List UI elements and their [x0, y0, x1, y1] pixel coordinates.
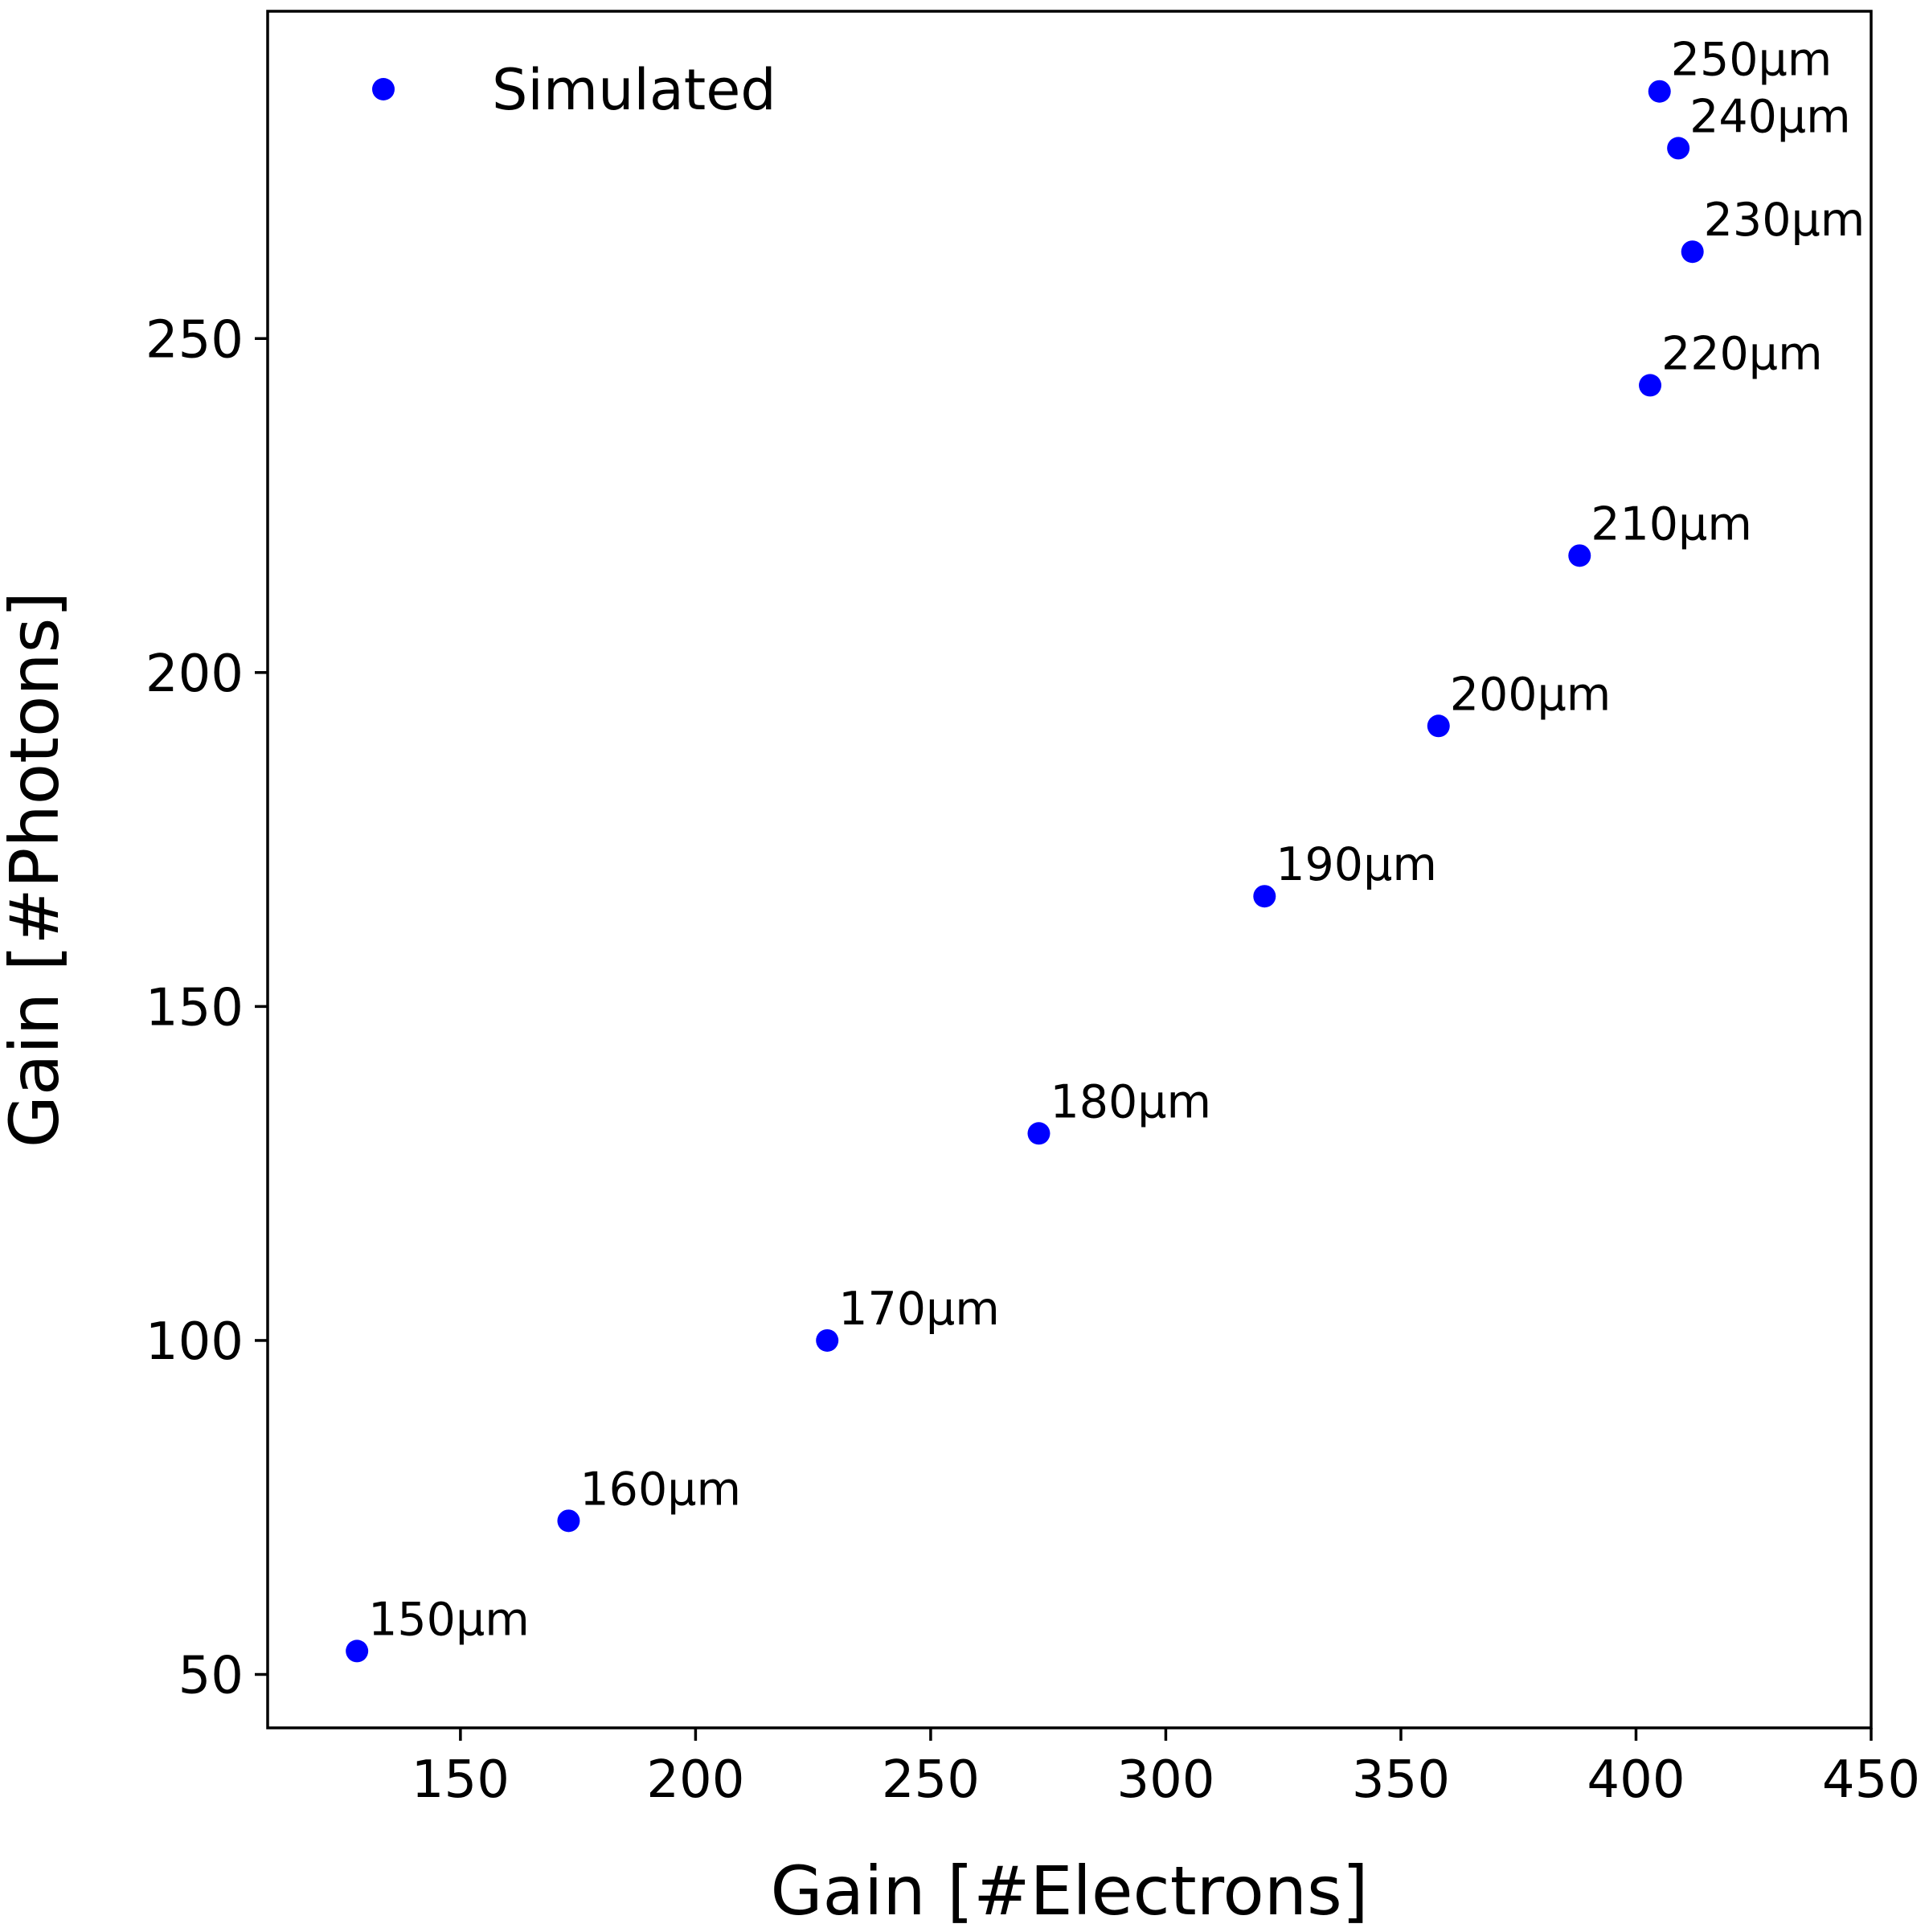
x-tick-label: 200 [646, 1750, 744, 1810]
x-tick-label: 400 [1587, 1750, 1685, 1810]
plot-layer: 150µm 160µm 170µm 180µm 190µm 200µm 210µm 220µm… [346, 34, 1865, 1663]
plot-frame [266, 10, 1873, 1729]
y-tick-label: 200 [145, 645, 244, 704]
data-point [1027, 1122, 1051, 1145]
legend: Simulated [372, 57, 776, 123]
x-axis-label: Gain [#Electrons] [770, 1852, 1368, 1929]
data-point [1568, 544, 1591, 567]
data-label: 250µm [1671, 34, 1833, 87]
axes-layer: 150 200 250 300 350 400 450 50 100 150 200 250 [145, 10, 1920, 1810]
data-label: 180µm [1050, 1075, 1211, 1128]
data-label: 200µm [1450, 668, 1612, 721]
legend-marker [372, 78, 395, 100]
y-tick-label: 100 [145, 1312, 244, 1372]
data-label: 170µm [838, 1283, 1000, 1336]
legend-label: Simulated [492, 57, 776, 123]
x-tick-label: 150 [412, 1750, 510, 1810]
data-point [816, 1328, 839, 1352]
data-label: 210µm [1591, 497, 1752, 551]
y-tick-label: 150 [145, 978, 244, 1038]
y-tick-label: 250 [145, 310, 244, 370]
data-point [1639, 374, 1662, 397]
x-tick-label: 350 [1352, 1750, 1450, 1810]
y-tick-label: 50 [178, 1647, 244, 1706]
data-point [1427, 714, 1450, 738]
data-label: 240µm [1689, 90, 1851, 143]
x-tick-label: 300 [1116, 1750, 1214, 1810]
x-tick-label: 250 [882, 1750, 980, 1810]
data-label: 160µm [580, 1463, 741, 1516]
data-label: 220µm [1661, 327, 1823, 380]
data-point [1648, 80, 1671, 103]
data-point [1681, 240, 1704, 264]
data-point [1253, 885, 1276, 908]
data-label: 150µm [368, 1593, 530, 1646]
y-axis-label: Gain [#Photons] [0, 591, 74, 1148]
x-tick-label: 450 [1822, 1750, 1920, 1810]
data-label: 230µm [1704, 194, 1866, 247]
data-point [1667, 137, 1690, 160]
data-label: 190µm [1276, 838, 1437, 891]
data-point [557, 1509, 580, 1533]
data-point [346, 1639, 369, 1663]
